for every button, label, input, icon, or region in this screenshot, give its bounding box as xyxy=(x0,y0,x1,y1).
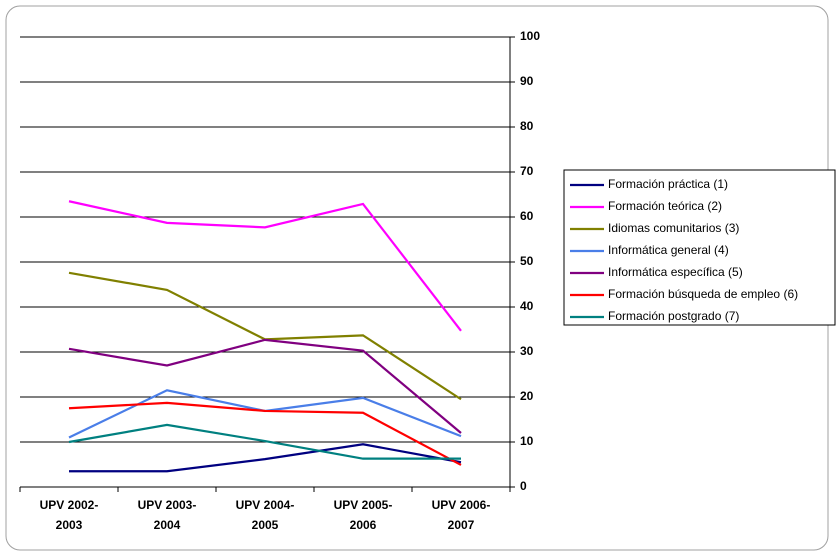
y-tick-label: 20 xyxy=(520,389,534,403)
x-tick-label: UPV 2005-2006 xyxy=(333,498,393,532)
x-tick-label: UPV 2006-2007 xyxy=(431,498,491,532)
y-tick-label: 60 xyxy=(520,209,534,223)
legend-label: Formación teórica (2) xyxy=(608,199,722,213)
y-tick-label: 30 xyxy=(520,344,534,358)
y-tick-label: 70 xyxy=(520,164,534,178)
series-line xyxy=(68,338,462,434)
legend-label: Formación búsqueda de empleo (6) xyxy=(608,287,798,301)
legend-box xyxy=(563,169,836,326)
legend-label: Formación práctica (1) xyxy=(608,177,728,191)
legend-label: Informática general (4) xyxy=(608,243,729,257)
y-tick-label: 50 xyxy=(520,254,534,268)
series-line xyxy=(68,200,462,332)
x-tick-label: UPV 2003-2004 xyxy=(137,498,197,532)
series-line xyxy=(69,443,462,473)
y-tick-label: 100 xyxy=(520,29,540,43)
legend-label: Idiomas comunitarios (3) xyxy=(608,221,739,235)
series-line xyxy=(68,423,461,460)
legend-label: Formación postgrado (7) xyxy=(608,309,739,323)
y-tick-label: 0 xyxy=(520,479,527,493)
y-tick-label: 10 xyxy=(520,434,534,448)
y-tick-label: 40 xyxy=(520,299,534,313)
x-tick-label: UPV 2002-2003 xyxy=(39,498,99,532)
x-tick-label: UPV 2004-2005 xyxy=(235,498,295,532)
y-tick-label: 80 xyxy=(520,119,534,133)
series-line xyxy=(68,401,462,466)
series-line xyxy=(68,271,462,401)
legend-label: Informática específica (5) xyxy=(608,265,743,279)
y-tick-label: 90 xyxy=(520,74,534,88)
